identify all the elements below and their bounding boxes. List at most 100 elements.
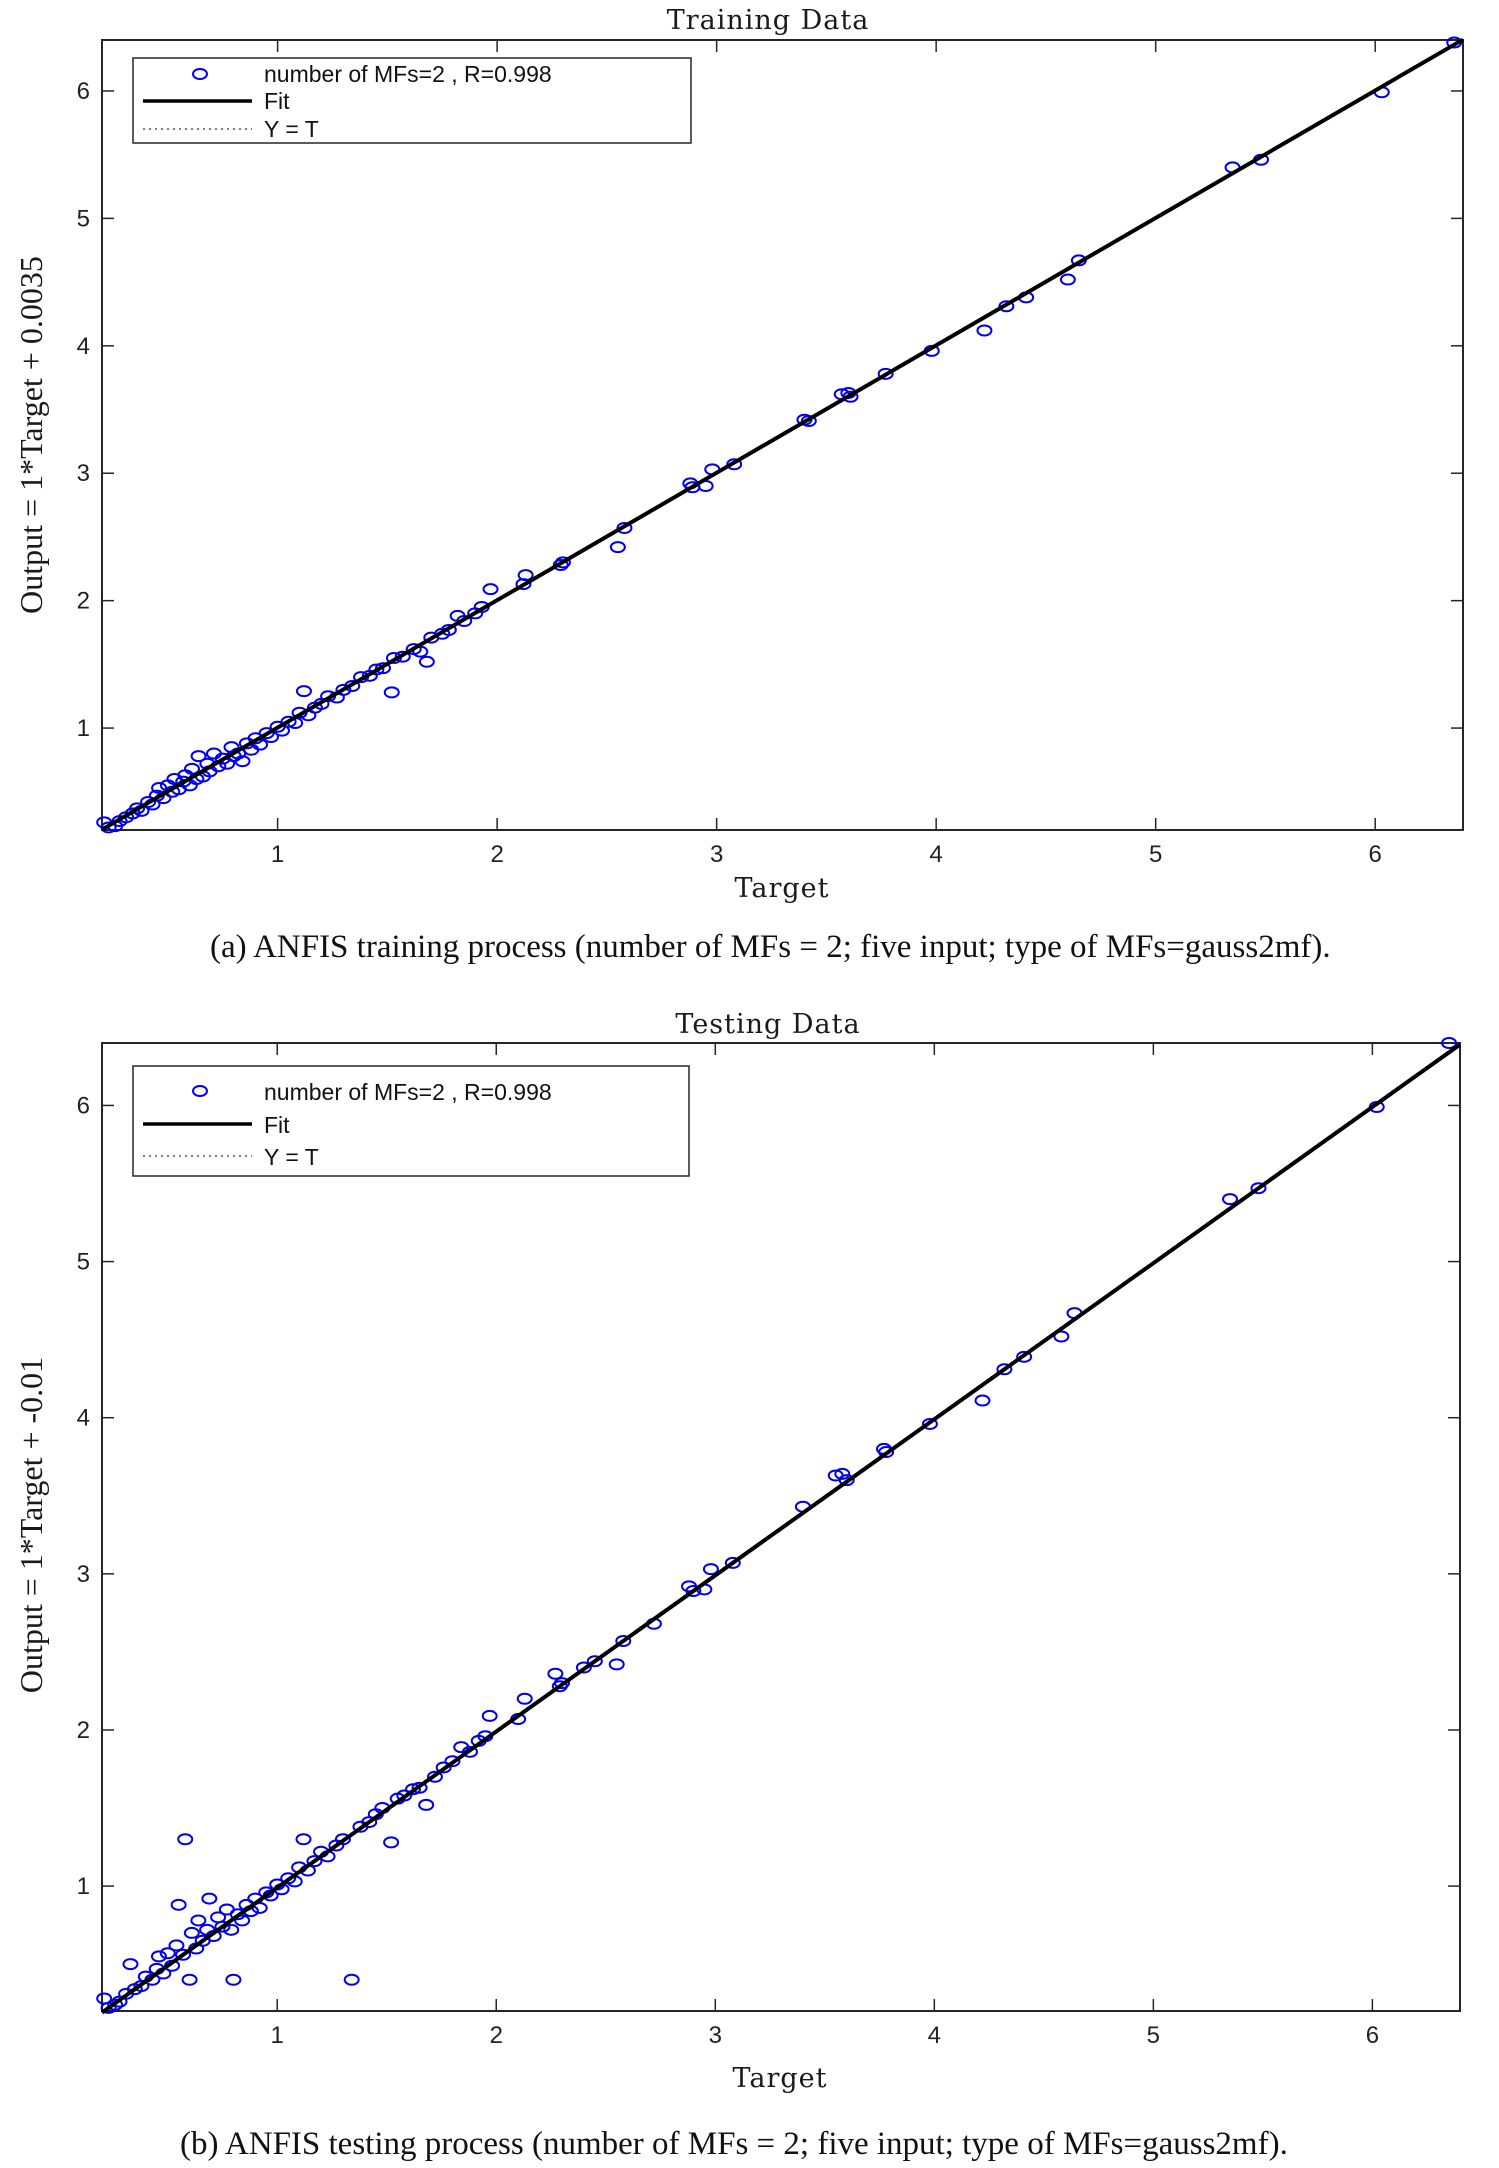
y-axis: 1 2 3 4 5 6 — [77, 1092, 1460, 1900]
data-point — [295, 1833, 312, 1846]
data-point — [100, 821, 117, 834]
data-point — [435, 1761, 452, 1774]
data-point — [615, 1634, 632, 1647]
data-point — [609, 541, 626, 554]
fit-line — [100, 37, 1465, 832]
data-point — [440, 623, 457, 636]
y-tick-label: 4 — [77, 1405, 90, 1432]
data-point — [616, 522, 633, 535]
data-point — [234, 1914, 251, 1927]
data-point — [107, 1998, 124, 2011]
data-point — [181, 1973, 198, 1986]
data-point — [214, 1920, 231, 1933]
data-point — [1250, 1182, 1267, 1195]
data-point — [482, 583, 499, 596]
y-tick-label: 4 — [77, 333, 90, 360]
data-point — [516, 1692, 533, 1705]
data-point — [234, 755, 251, 768]
testing-data-chart: Testing Data 1 2 3 4 5 6 1 2 3 4 5 6 Target Output… — [13, 1009, 1462, 2162]
legend-label-fit: Fit — [264, 1112, 290, 1138]
data-point — [554, 556, 571, 569]
y-tick-label: 3 — [77, 1561, 90, 1588]
data-point — [129, 802, 146, 815]
data-point — [418, 655, 435, 668]
chart-title: Training Data — [667, 5, 870, 36]
data-point — [177, 1833, 194, 1846]
x-axis: 1 2 3 4 5 6 — [271, 1043, 1379, 2049]
data-point — [122, 1958, 139, 1971]
x-tick-label: 4 — [929, 841, 942, 868]
data-point — [223, 1923, 240, 1936]
data-point — [877, 367, 894, 380]
y-axis-label: Output = 1*Target + 0.0035 — [13, 256, 49, 614]
y-tick-label: 6 — [77, 78, 90, 105]
data-point — [575, 1661, 592, 1674]
data-point — [190, 750, 207, 763]
y-tick-label: 1 — [77, 1873, 90, 1900]
data-point — [685, 1585, 702, 1598]
data-point — [456, 615, 473, 628]
data-point — [461, 1745, 478, 1758]
data-point — [374, 662, 391, 675]
data-point — [878, 1446, 895, 1459]
x-axis-label: Target — [734, 873, 829, 904]
data-point — [368, 663, 385, 676]
x-tick-label: 2 — [490, 841, 503, 868]
legend-marker-points — [192, 1085, 208, 1097]
data-point — [1441, 1037, 1458, 1049]
y-tick-label: 6 — [77, 1092, 90, 1119]
legend: number of MFs=2 , R=0.998 Fit Y = T — [132, 57, 692, 144]
data-point — [921, 1417, 938, 1430]
y-axis: 1 2 3 4 5 6 — [77, 78, 1463, 742]
data-point — [394, 650, 411, 663]
data-point — [702, 1563, 719, 1576]
data-point — [1016, 1350, 1033, 1363]
legend: number of MFs=2 , R=0.998 Fit Y = T — [132, 1065, 690, 1177]
data-point — [251, 1901, 268, 1914]
data-point — [159, 1947, 176, 1960]
data-point — [150, 1950, 167, 1963]
data-point — [996, 1363, 1013, 1376]
legend-label-y-equals-t: Y = T — [264, 116, 319, 142]
data-point — [184, 762, 201, 775]
data-point — [383, 686, 400, 699]
chart-title: Testing Data — [675, 1009, 860, 1040]
data-point — [168, 1939, 185, 1952]
y-tick-label: 2 — [77, 1717, 90, 1744]
data-point — [280, 715, 297, 728]
y-tick-label: 5 — [77, 205, 90, 232]
data-point — [306, 1855, 323, 1868]
data-point — [547, 1667, 564, 1680]
x-tick-label: 2 — [490, 2022, 503, 2049]
y-tick-label: 5 — [77, 1249, 90, 1276]
x-tick-label: 6 — [1366, 2022, 1379, 2049]
data-point — [343, 1973, 360, 1986]
data-point — [998, 300, 1015, 313]
data-point — [838, 1474, 855, 1487]
data-point — [800, 414, 817, 427]
x-tick-label: 1 — [271, 841, 284, 868]
data-point — [335, 683, 352, 696]
data-point — [481, 1709, 498, 1722]
legend-box — [132, 1065, 690, 1177]
training-data-chart: Training Data 1 2 3 4 5 6 1 2 3 4 5 6 Target Outpu… — [13, 5, 1465, 965]
fit-line — [100, 1042, 1462, 2015]
x-axis-label: Target — [732, 2063, 827, 2094]
legend-label-y-equals-t: Y = T — [264, 1144, 319, 1170]
data-point — [608, 1658, 625, 1671]
data-point — [426, 1770, 443, 1783]
data-point — [170, 1898, 187, 1911]
figure-caption: (b) ANFIS testing process (number of MFs… — [180, 2126, 1288, 2162]
data-point — [201, 1892, 218, 1905]
data-point — [411, 1781, 428, 1794]
x-tick-label: 6 — [1369, 841, 1382, 868]
data-point — [444, 1755, 461, 1768]
data-point — [183, 1926, 200, 1939]
data-point — [726, 458, 743, 471]
x-tick-label: 5 — [1149, 841, 1162, 868]
data-point — [140, 795, 157, 808]
data-point — [1222, 1193, 1239, 1206]
x-tick-label: 4 — [928, 2022, 941, 2049]
legend-label-points: number of MFs=2 , R=0.998 — [264, 1079, 552, 1105]
